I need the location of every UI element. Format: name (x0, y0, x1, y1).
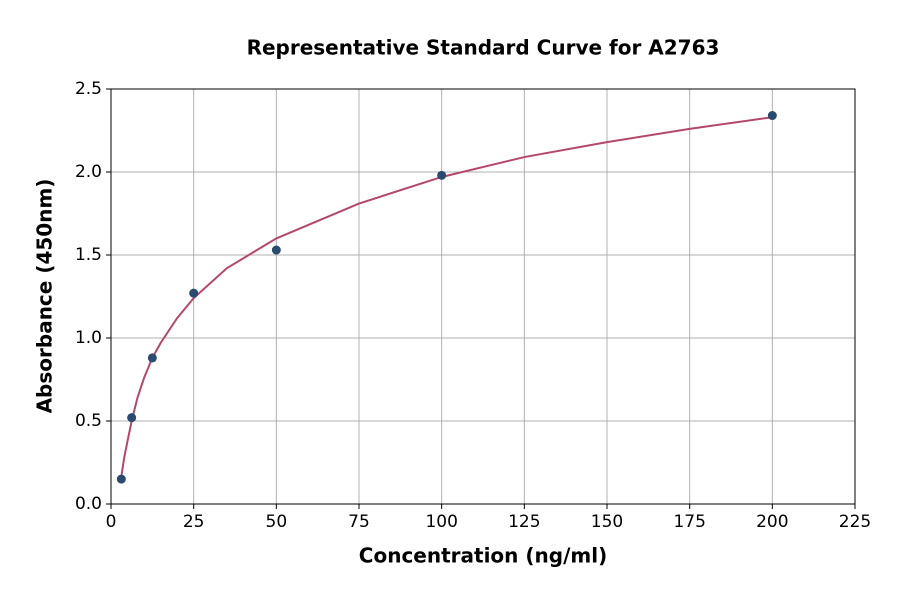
y-tick-label: 1.0 (75, 328, 102, 348)
x-tick-label: 200 (756, 512, 788, 532)
fit-curve (119, 116, 773, 480)
x-tick-label: 150 (591, 512, 623, 532)
x-tick-label: 50 (266, 512, 288, 532)
x-tick-label: 25 (183, 512, 205, 532)
data-point (271, 245, 281, 255)
y-tick-label: 2.5 (75, 79, 102, 99)
data-point (127, 413, 137, 423)
x-tick-label: 125 (508, 512, 540, 532)
data-point (147, 353, 157, 363)
y-tick-label: 1.5 (75, 245, 102, 265)
chart-title: Representative Standard Curve for A2763 (247, 36, 720, 60)
y-tick-label: 2.0 (75, 162, 102, 182)
x-tick-label: 0 (106, 512, 117, 532)
y-tick-label: 0.5 (75, 411, 102, 431)
data-point (189, 288, 199, 298)
x-axis-label: Concentration (ng/ml) (359, 544, 607, 568)
plot-frame (110, 88, 856, 505)
y-axis-label: Absorbance (450nm) (33, 179, 57, 414)
x-tick-label: 175 (673, 512, 705, 532)
data-point (767, 111, 777, 121)
y-tick-label: 0.0 (75, 494, 102, 514)
data-point (437, 170, 447, 180)
data-point (116, 474, 126, 484)
x-tick-label: 75 (348, 512, 370, 532)
x-tick-label: 225 (839, 512, 871, 532)
x-tick-label: 100 (425, 512, 457, 532)
